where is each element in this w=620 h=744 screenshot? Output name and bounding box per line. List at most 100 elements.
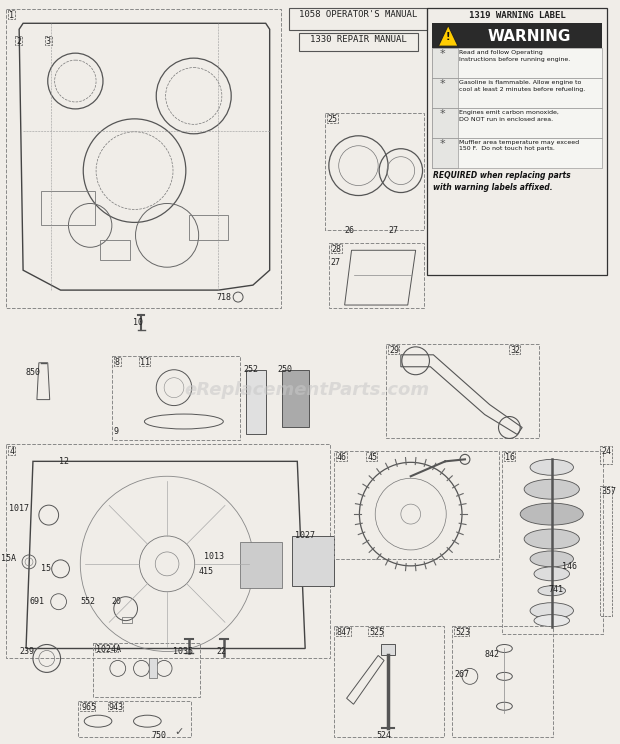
Bar bbox=[81, 702, 95, 711]
Text: 523: 523 bbox=[455, 628, 470, 637]
Text: 357: 357 bbox=[601, 487, 616, 496]
Text: 965: 965 bbox=[81, 703, 96, 712]
Ellipse shape bbox=[524, 529, 579, 549]
Text: 250: 250 bbox=[278, 365, 293, 373]
Text: 252: 252 bbox=[243, 365, 258, 373]
Text: !: ! bbox=[446, 32, 451, 42]
Text: 750: 750 bbox=[151, 731, 166, 740]
Text: 718: 718 bbox=[216, 293, 231, 302]
Bar bbox=[6, 10, 280, 308]
Text: 1: 1 bbox=[9, 11, 14, 20]
Bar bbox=[427, 8, 607, 275]
Text: 850: 850 bbox=[25, 368, 40, 376]
Bar bbox=[78, 702, 191, 737]
Bar bbox=[432, 48, 602, 78]
Ellipse shape bbox=[520, 503, 583, 525]
Bar bbox=[45, 36, 51, 45]
Text: eReplacementParts.com: eReplacementParts.com bbox=[185, 381, 430, 399]
Text: 9: 9 bbox=[114, 428, 119, 437]
Bar bbox=[327, 114, 338, 123]
Text: 524: 524 bbox=[376, 731, 391, 740]
Bar bbox=[600, 446, 612, 464]
Bar bbox=[432, 138, 458, 167]
Text: 45: 45 bbox=[367, 453, 378, 462]
Bar bbox=[510, 345, 520, 354]
Text: 146: 146 bbox=[562, 562, 577, 571]
Bar bbox=[16, 36, 22, 45]
Text: 10: 10 bbox=[133, 318, 143, 327]
Text: 8: 8 bbox=[115, 358, 120, 367]
Text: 1319 WARNING LABEL: 1319 WARNING LABEL bbox=[469, 11, 565, 20]
Text: 847: 847 bbox=[337, 628, 352, 637]
Text: 1035: 1035 bbox=[173, 647, 193, 655]
Text: *: * bbox=[433, 49, 446, 60]
Text: 741: 741 bbox=[549, 585, 564, 594]
Bar bbox=[600, 487, 612, 615]
Text: 525: 525 bbox=[370, 628, 384, 637]
Bar bbox=[293, 536, 334, 586]
Bar bbox=[112, 356, 240, 440]
Bar bbox=[8, 10, 16, 19]
Text: 11: 11 bbox=[141, 358, 151, 367]
Text: 267: 267 bbox=[454, 670, 469, 679]
Bar bbox=[454, 626, 469, 635]
Text: 32: 32 bbox=[510, 346, 520, 355]
Bar bbox=[108, 702, 123, 711]
Bar bbox=[336, 452, 347, 461]
Bar bbox=[331, 244, 342, 253]
Text: 842: 842 bbox=[485, 650, 500, 659]
Text: ✓: ✓ bbox=[174, 727, 184, 737]
Text: *: * bbox=[433, 79, 446, 89]
Bar bbox=[114, 357, 121, 366]
Ellipse shape bbox=[530, 551, 574, 567]
Bar bbox=[100, 240, 130, 260]
Text: 943: 943 bbox=[109, 703, 124, 712]
Text: Engines emit carbon monoxide,
DO NOT run in enclosed area.: Engines emit carbon monoxide, DO NOT run… bbox=[459, 110, 559, 121]
Text: 1024A: 1024A bbox=[96, 644, 121, 653]
Bar bbox=[93, 643, 200, 697]
Bar bbox=[41, 190, 95, 225]
Text: 20: 20 bbox=[112, 597, 122, 606]
Text: 15: 15 bbox=[41, 564, 51, 573]
Text: 239: 239 bbox=[19, 647, 34, 655]
Bar bbox=[505, 452, 515, 461]
Text: 22: 22 bbox=[216, 647, 226, 655]
Bar bbox=[189, 216, 228, 240]
Bar bbox=[388, 345, 399, 354]
Text: 1058 OPERATOR'S MANUAL: 1058 OPERATOR'S MANUAL bbox=[299, 10, 417, 19]
Text: 552: 552 bbox=[81, 597, 95, 606]
Bar bbox=[432, 78, 602, 108]
Bar bbox=[366, 452, 377, 461]
Text: 24: 24 bbox=[601, 447, 611, 456]
Bar bbox=[240, 542, 281, 588]
Text: 27: 27 bbox=[388, 226, 398, 235]
Bar bbox=[299, 33, 418, 51]
Text: 1017: 1017 bbox=[9, 504, 29, 513]
Text: 1330 REPAIR MANUAL: 1330 REPAIR MANUAL bbox=[310, 35, 407, 44]
Ellipse shape bbox=[538, 586, 565, 596]
Ellipse shape bbox=[524, 479, 579, 499]
Bar bbox=[432, 78, 458, 108]
Text: 12: 12 bbox=[59, 458, 69, 466]
Text: 46: 46 bbox=[337, 453, 347, 462]
Text: 2: 2 bbox=[16, 37, 21, 46]
Bar bbox=[8, 446, 16, 455]
Bar bbox=[329, 243, 423, 308]
Ellipse shape bbox=[530, 459, 574, 475]
Bar bbox=[325, 113, 423, 231]
Text: Read and follow Operating
Instructions before running engine.: Read and follow Operating Instructions b… bbox=[459, 50, 570, 62]
Ellipse shape bbox=[534, 567, 570, 581]
Text: Muffler area temperature may exceed
150 F.  Do not touch hot parts.: Muffler area temperature may exceed 150 … bbox=[459, 140, 579, 151]
Bar bbox=[246, 370, 266, 434]
Bar bbox=[95, 644, 118, 652]
Bar bbox=[502, 452, 603, 634]
Text: REQUIRED when replacing parts
with warning labels affixed.: REQUIRED when replacing parts with warni… bbox=[433, 170, 571, 192]
Bar bbox=[281, 370, 309, 428]
Text: 3: 3 bbox=[46, 37, 51, 46]
Text: *: * bbox=[433, 139, 446, 149]
Text: 16: 16 bbox=[505, 453, 515, 462]
Bar bbox=[432, 108, 458, 138]
Text: 26: 26 bbox=[345, 226, 355, 235]
Bar bbox=[334, 452, 500, 559]
Bar bbox=[432, 108, 602, 138]
